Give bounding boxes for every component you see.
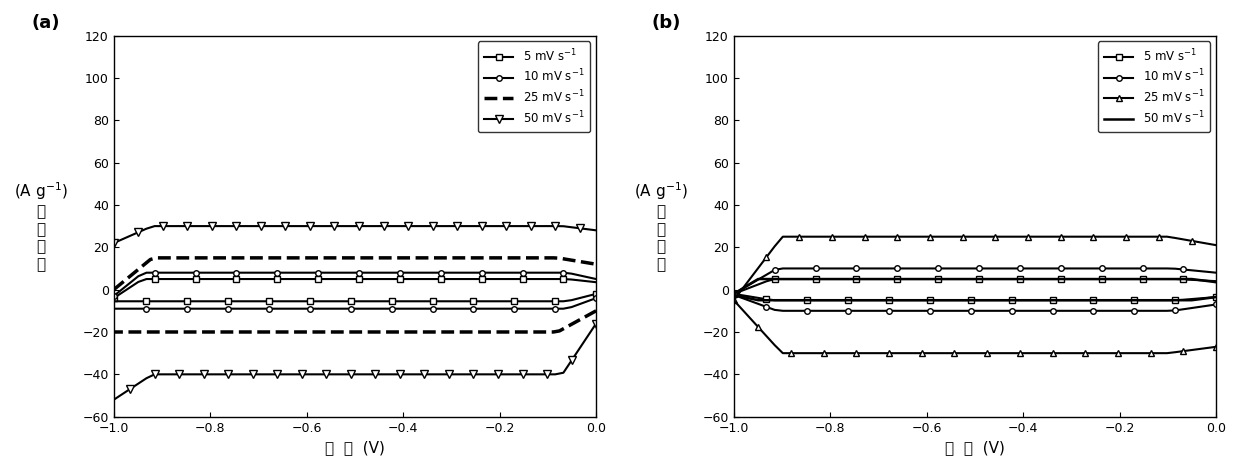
Y-axis label: $(\rm A\ g^{-1})$
密
度
流
电: $(\rm A\ g^{-1})$ 密 度 流 电 <box>14 181 68 272</box>
X-axis label: 电  压  (V): 电 压 (V) <box>945 440 1004 455</box>
Legend: 5 mV s$^{-1}$, 10 mV s$^{-1}$, 25 mV s$^{-1}$, 50 mV s$^{-1}$: 5 mV s$^{-1}$, 10 mV s$^{-1}$, 25 mV s$^… <box>1097 41 1210 132</box>
X-axis label: 电  压  (V): 电 压 (V) <box>325 440 384 455</box>
Text: (b): (b) <box>652 14 681 32</box>
Legend: 5 mV s$^{-1}$, 10 mV s$^{-1}$, 25 mV s$^{-1}$, 50 mV s$^{-1}$: 5 mV s$^{-1}$, 10 mV s$^{-1}$, 25 mV s$^… <box>477 41 590 132</box>
Text: (a): (a) <box>32 14 61 32</box>
Y-axis label: $(\rm A\ g^{-1})$
密
度
流
电: $(\rm A\ g^{-1})$ 密 度 流 电 <box>634 181 688 272</box>
